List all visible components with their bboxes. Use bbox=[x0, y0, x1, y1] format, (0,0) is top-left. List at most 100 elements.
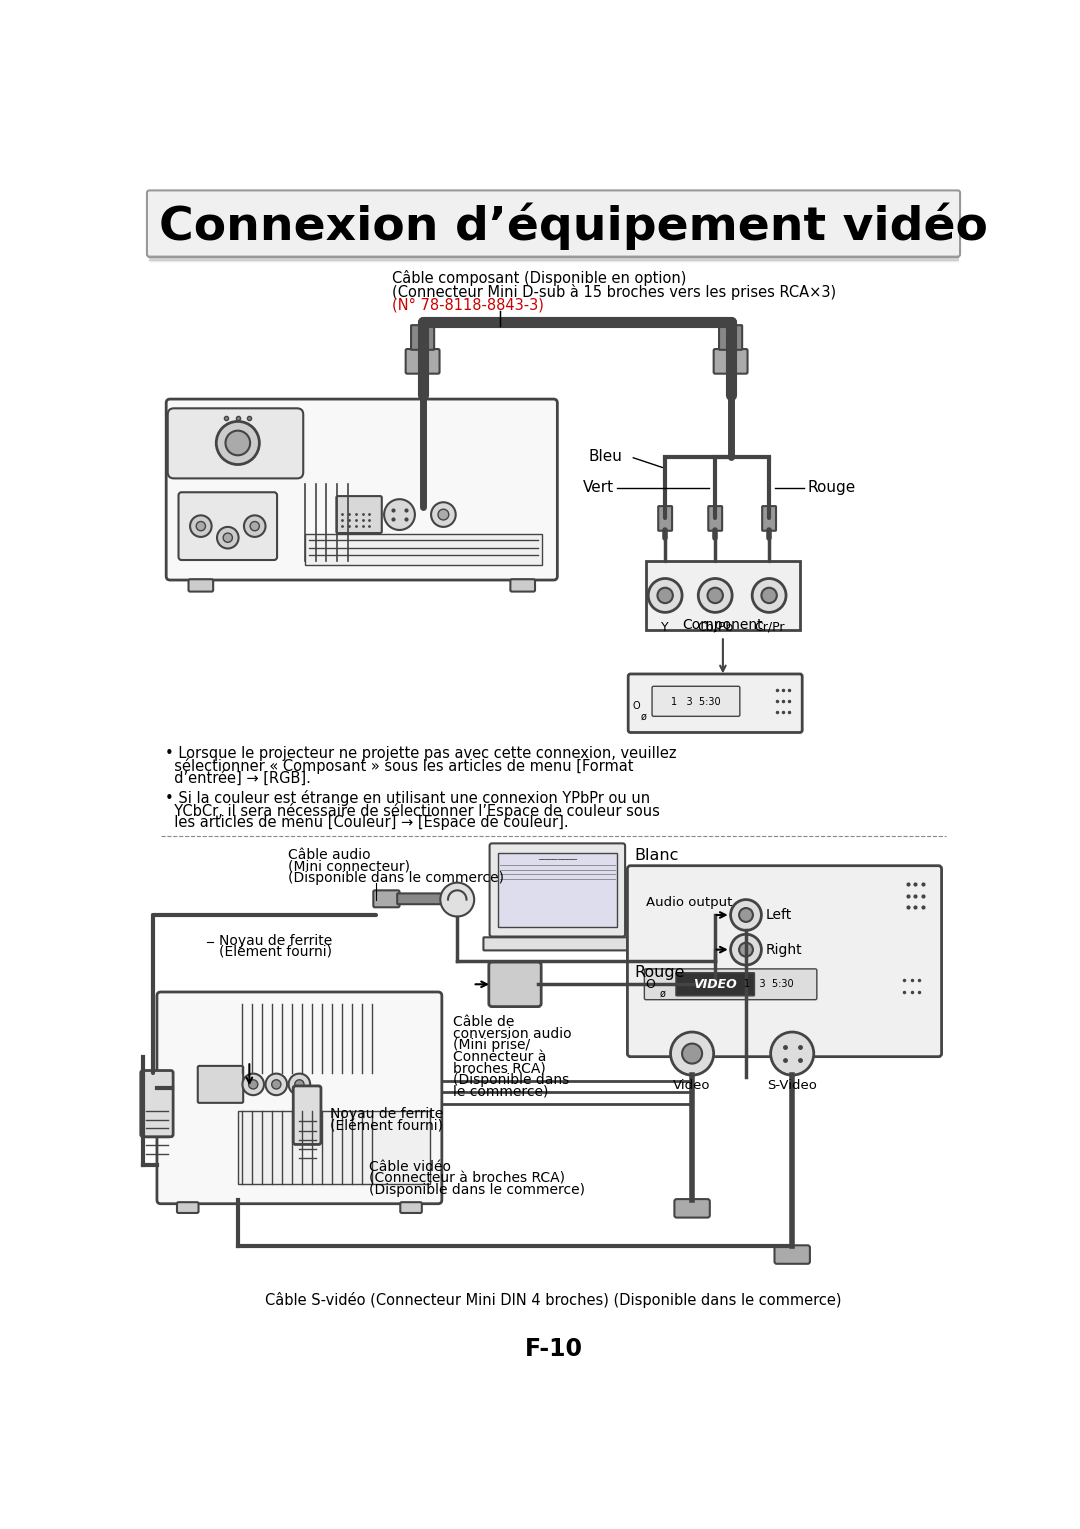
Circle shape bbox=[197, 521, 205, 531]
Circle shape bbox=[431, 502, 456, 528]
FancyBboxPatch shape bbox=[336, 495, 382, 534]
Circle shape bbox=[272, 1079, 281, 1089]
Text: Câble S-vidéo (Connecteur Mini DIN 4 broches) (Disponible dans le commerce): Câble S-vidéo (Connecteur Mini DIN 4 bro… bbox=[266, 1292, 841, 1309]
Circle shape bbox=[671, 1032, 714, 1075]
Text: Noyau de ferrite: Noyau de ferrite bbox=[330, 1107, 444, 1121]
Circle shape bbox=[251, 521, 259, 531]
FancyBboxPatch shape bbox=[177, 1202, 199, 1212]
Circle shape bbox=[739, 908, 753, 922]
Text: Left: Left bbox=[766, 908, 792, 922]
FancyBboxPatch shape bbox=[714, 349, 747, 373]
Text: • Lorsque le projecteur ne projette pas avec cette connexion, veuillez: • Lorsque le projecteur ne projette pas … bbox=[164, 746, 676, 760]
Circle shape bbox=[266, 1073, 287, 1095]
Text: Cb/Pb: Cb/Pb bbox=[697, 621, 733, 635]
Text: Rouge: Rouge bbox=[634, 965, 685, 980]
Text: Cr/Pr: Cr/Pr bbox=[754, 621, 784, 635]
Circle shape bbox=[295, 1079, 305, 1089]
Circle shape bbox=[730, 899, 761, 930]
Text: Rouge: Rouge bbox=[808, 480, 855, 495]
FancyBboxPatch shape bbox=[674, 1199, 710, 1217]
Text: Câble vidéo: Câble vidéo bbox=[368, 1161, 450, 1174]
Circle shape bbox=[216, 422, 259, 465]
FancyBboxPatch shape bbox=[646, 561, 800, 630]
Text: (Connecteur à broches RCA): (Connecteur à broches RCA) bbox=[368, 1171, 565, 1185]
Text: (Mini connecteur): (Mini connecteur) bbox=[288, 859, 409, 873]
Text: (Elément fourni): (Elément fourni) bbox=[218, 946, 332, 960]
FancyBboxPatch shape bbox=[489, 844, 625, 937]
FancyBboxPatch shape bbox=[629, 674, 802, 732]
Text: sélectionner « Composant » sous les articles de menu [Format: sélectionner « Composant » sous les arti… bbox=[164, 758, 633, 774]
Text: (Disponible dans le commerce): (Disponible dans le commerce) bbox=[288, 872, 504, 885]
Text: Bleu: Bleu bbox=[589, 450, 623, 465]
Circle shape bbox=[730, 934, 761, 965]
Text: (Disponible dans: (Disponible dans bbox=[454, 1073, 569, 1087]
Text: d’entrée] → [RGB].: d’entrée] → [RGB]. bbox=[164, 771, 311, 786]
FancyBboxPatch shape bbox=[374, 890, 400, 907]
Circle shape bbox=[739, 943, 753, 957]
Text: ________: ________ bbox=[538, 850, 577, 861]
Text: Connexion d’équipement vidéo: Connexion d’équipement vidéo bbox=[159, 202, 988, 249]
FancyBboxPatch shape bbox=[676, 972, 755, 995]
Text: Video: Video bbox=[673, 1079, 711, 1092]
Circle shape bbox=[190, 515, 212, 537]
FancyBboxPatch shape bbox=[294, 1086, 321, 1144]
Text: (Disponible dans le commerce): (Disponible dans le commerce) bbox=[368, 1183, 584, 1197]
FancyBboxPatch shape bbox=[157, 992, 442, 1203]
Circle shape bbox=[752, 578, 786, 613]
FancyBboxPatch shape bbox=[511, 579, 535, 592]
Text: (N° 78-8118-8843-3): (N° 78-8118-8843-3) bbox=[392, 298, 543, 312]
Circle shape bbox=[438, 509, 449, 520]
Text: Right: Right bbox=[766, 943, 801, 957]
FancyBboxPatch shape bbox=[401, 1202, 422, 1212]
Circle shape bbox=[224, 534, 232, 543]
Text: Y: Y bbox=[661, 621, 669, 635]
FancyBboxPatch shape bbox=[147, 191, 960, 257]
FancyBboxPatch shape bbox=[774, 1245, 810, 1264]
Text: broches RCA): broches RCA) bbox=[454, 1061, 546, 1075]
Text: ø: ø bbox=[640, 711, 647, 722]
Text: VIDEO: VIDEO bbox=[693, 977, 737, 991]
Text: • Si la couleur est étrange en utilisant une connexion YPbPr ou un: • Si la couleur est étrange en utilisant… bbox=[164, 790, 650, 806]
Text: S-Video: S-Video bbox=[767, 1079, 818, 1092]
Text: Vert: Vert bbox=[582, 480, 613, 495]
Circle shape bbox=[242, 1073, 264, 1095]
Text: Câble composant (Disponible en option): Câble composant (Disponible en option) bbox=[392, 271, 686, 286]
Text: 1   3  5:30: 1 3 5:30 bbox=[671, 697, 720, 706]
Bar bbox=[238, 1112, 430, 1185]
Text: (Mini prise/: (Mini prise/ bbox=[454, 1038, 530, 1052]
Circle shape bbox=[648, 578, 683, 613]
Circle shape bbox=[707, 587, 723, 602]
Circle shape bbox=[658, 587, 673, 602]
FancyBboxPatch shape bbox=[645, 969, 816, 1000]
Text: O: O bbox=[633, 700, 640, 711]
Text: Câble audio: Câble audio bbox=[288, 849, 370, 862]
FancyBboxPatch shape bbox=[198, 1066, 243, 1102]
Text: (Connecteur Mini D-sub à 15 broches vers les prises RCA×3): (Connecteur Mini D-sub à 15 broches vers… bbox=[392, 283, 836, 300]
Circle shape bbox=[761, 587, 777, 602]
FancyBboxPatch shape bbox=[166, 399, 557, 579]
Circle shape bbox=[288, 1073, 310, 1095]
Circle shape bbox=[441, 882, 474, 916]
FancyBboxPatch shape bbox=[189, 579, 213, 592]
Circle shape bbox=[248, 1079, 258, 1089]
FancyBboxPatch shape bbox=[708, 506, 723, 531]
FancyBboxPatch shape bbox=[627, 865, 942, 1057]
Circle shape bbox=[699, 578, 732, 613]
Text: YCbCr, il sera nécessaire de sélectionner l’Espace de couleur sous: YCbCr, il sera nécessaire de sélectionne… bbox=[164, 803, 660, 818]
Text: le commerce): le commerce) bbox=[454, 1084, 549, 1098]
Text: 1   3  5:30: 1 3 5:30 bbox=[744, 979, 794, 989]
Circle shape bbox=[683, 1044, 702, 1064]
Text: F-10: F-10 bbox=[525, 1336, 582, 1361]
Circle shape bbox=[384, 498, 415, 531]
Text: Component: Component bbox=[683, 618, 764, 631]
Bar bbox=[305, 534, 542, 564]
FancyBboxPatch shape bbox=[484, 937, 632, 951]
FancyBboxPatch shape bbox=[140, 1070, 173, 1136]
Text: conversion audio: conversion audio bbox=[454, 1026, 572, 1041]
FancyBboxPatch shape bbox=[167, 408, 303, 479]
Text: Blanc: Blanc bbox=[634, 847, 678, 862]
FancyBboxPatch shape bbox=[762, 506, 777, 531]
FancyBboxPatch shape bbox=[406, 349, 440, 373]
Circle shape bbox=[226, 431, 251, 456]
Circle shape bbox=[244, 515, 266, 537]
